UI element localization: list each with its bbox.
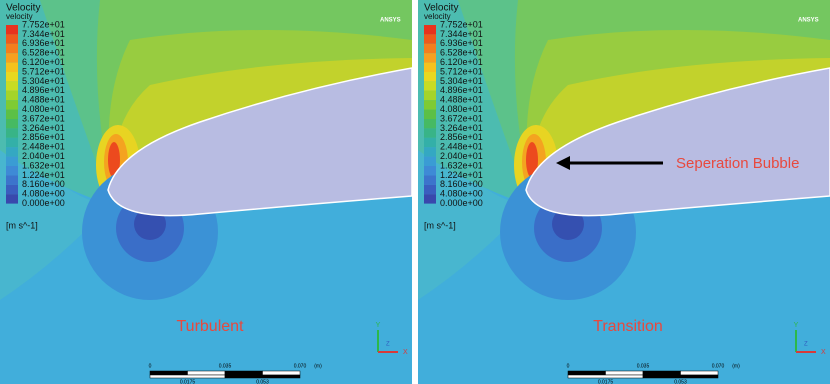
scale-label: 0.0175 [180,379,196,384]
colorbar-swatch [424,63,436,72]
scale-segment [188,371,226,375]
scale-segment [263,371,301,375]
colorbar-swatch [424,44,436,53]
scale-segment [606,371,644,375]
colorbar-swatch [6,63,18,72]
logo: ANSYS [798,18,819,24]
triad-label: X [821,349,826,356]
scale-segment [643,371,681,375]
scale-segment [225,371,263,375]
scale-segment [150,371,188,375]
scale-segment [568,371,606,375]
colorbar-swatch [6,25,18,34]
colorbar-swatch [6,185,18,194]
figure: Velocityvelocity7.752e+017.344e+016.936e… [0,0,830,384]
scale-label: (m) [314,363,322,369]
scale-label: 0.0175 [598,379,614,384]
colorbar-swatch [6,53,18,62]
colorbar-swatch [424,185,436,194]
colorbar-swatch [6,110,18,119]
triad-label: Z [804,342,808,348]
colorbar-swatch [6,91,18,100]
panel: Velocityvelocity7.752e+017.344e+016.936e… [0,0,412,384]
colorbar-swatch [424,128,436,137]
scale-label: 0.053 [674,379,687,384]
colorbar-swatch [424,110,436,119]
colorbar-swatch [424,81,436,90]
colorbar-swatch [6,44,18,53]
colorbar-swatch [6,128,18,137]
colorbar-swatch [424,166,436,175]
scale-label: 0.035 [219,363,232,369]
legend-unit: [m s^-1] [424,220,456,230]
colorbar-swatch [6,81,18,90]
scale-label: 0.070 [712,363,725,369]
legend-label: 0.000e+00 [440,198,483,208]
colorbar-swatch [424,157,436,166]
scale-segment [643,375,718,378]
colorbar-swatch [6,147,18,156]
caption: Transition [593,318,663,335]
scale-segment [568,375,643,378]
panel: Velocityvelocity7.752e+017.344e+016.936e… [418,0,830,384]
scale-label: (m) [732,363,740,369]
colorbar-swatch [6,72,18,81]
annotation: Seperation Bubble [676,155,799,172]
triad-label: Y [376,322,381,329]
triad-label: X [403,349,408,356]
colorbar-swatch [424,72,436,81]
colorbar-swatch [6,194,18,203]
colorbar-swatch [6,34,18,43]
colorbar-swatch [6,166,18,175]
colorbar-swatch [424,34,436,43]
colorbar-swatch [424,138,436,147]
scale-label: 0.053 [256,379,269,384]
colorbar-swatch [424,194,436,203]
scale-label: 0.035 [637,363,650,369]
triad-label: Z [386,342,390,348]
colorbar-swatch [6,100,18,109]
scale-label: 0 [567,363,570,369]
colorbar-swatch [424,25,436,34]
colorbar-swatch [6,138,18,147]
colorbar-swatch [6,119,18,128]
colorbar-swatch [424,119,436,128]
legend-unit: [m s^-1] [6,220,38,230]
colorbar-swatch [6,175,18,184]
scale-label: 0.070 [294,363,307,369]
scale-label: 0 [149,363,152,369]
scale-segment [681,371,719,375]
colorbar-swatch [424,175,436,184]
colorbar-swatch [6,157,18,166]
caption: Turbulent [177,318,245,335]
scale-segment [225,375,300,378]
legend-label: 0.000e+00 [22,198,65,208]
colorbar-swatch [424,147,436,156]
colorbar-swatch [424,91,436,100]
colorbar-swatch [424,100,436,109]
colorbar-swatch [424,53,436,62]
triad-label: Y [794,322,799,329]
scale-segment [150,375,225,378]
logo: ANSYS [380,18,401,24]
